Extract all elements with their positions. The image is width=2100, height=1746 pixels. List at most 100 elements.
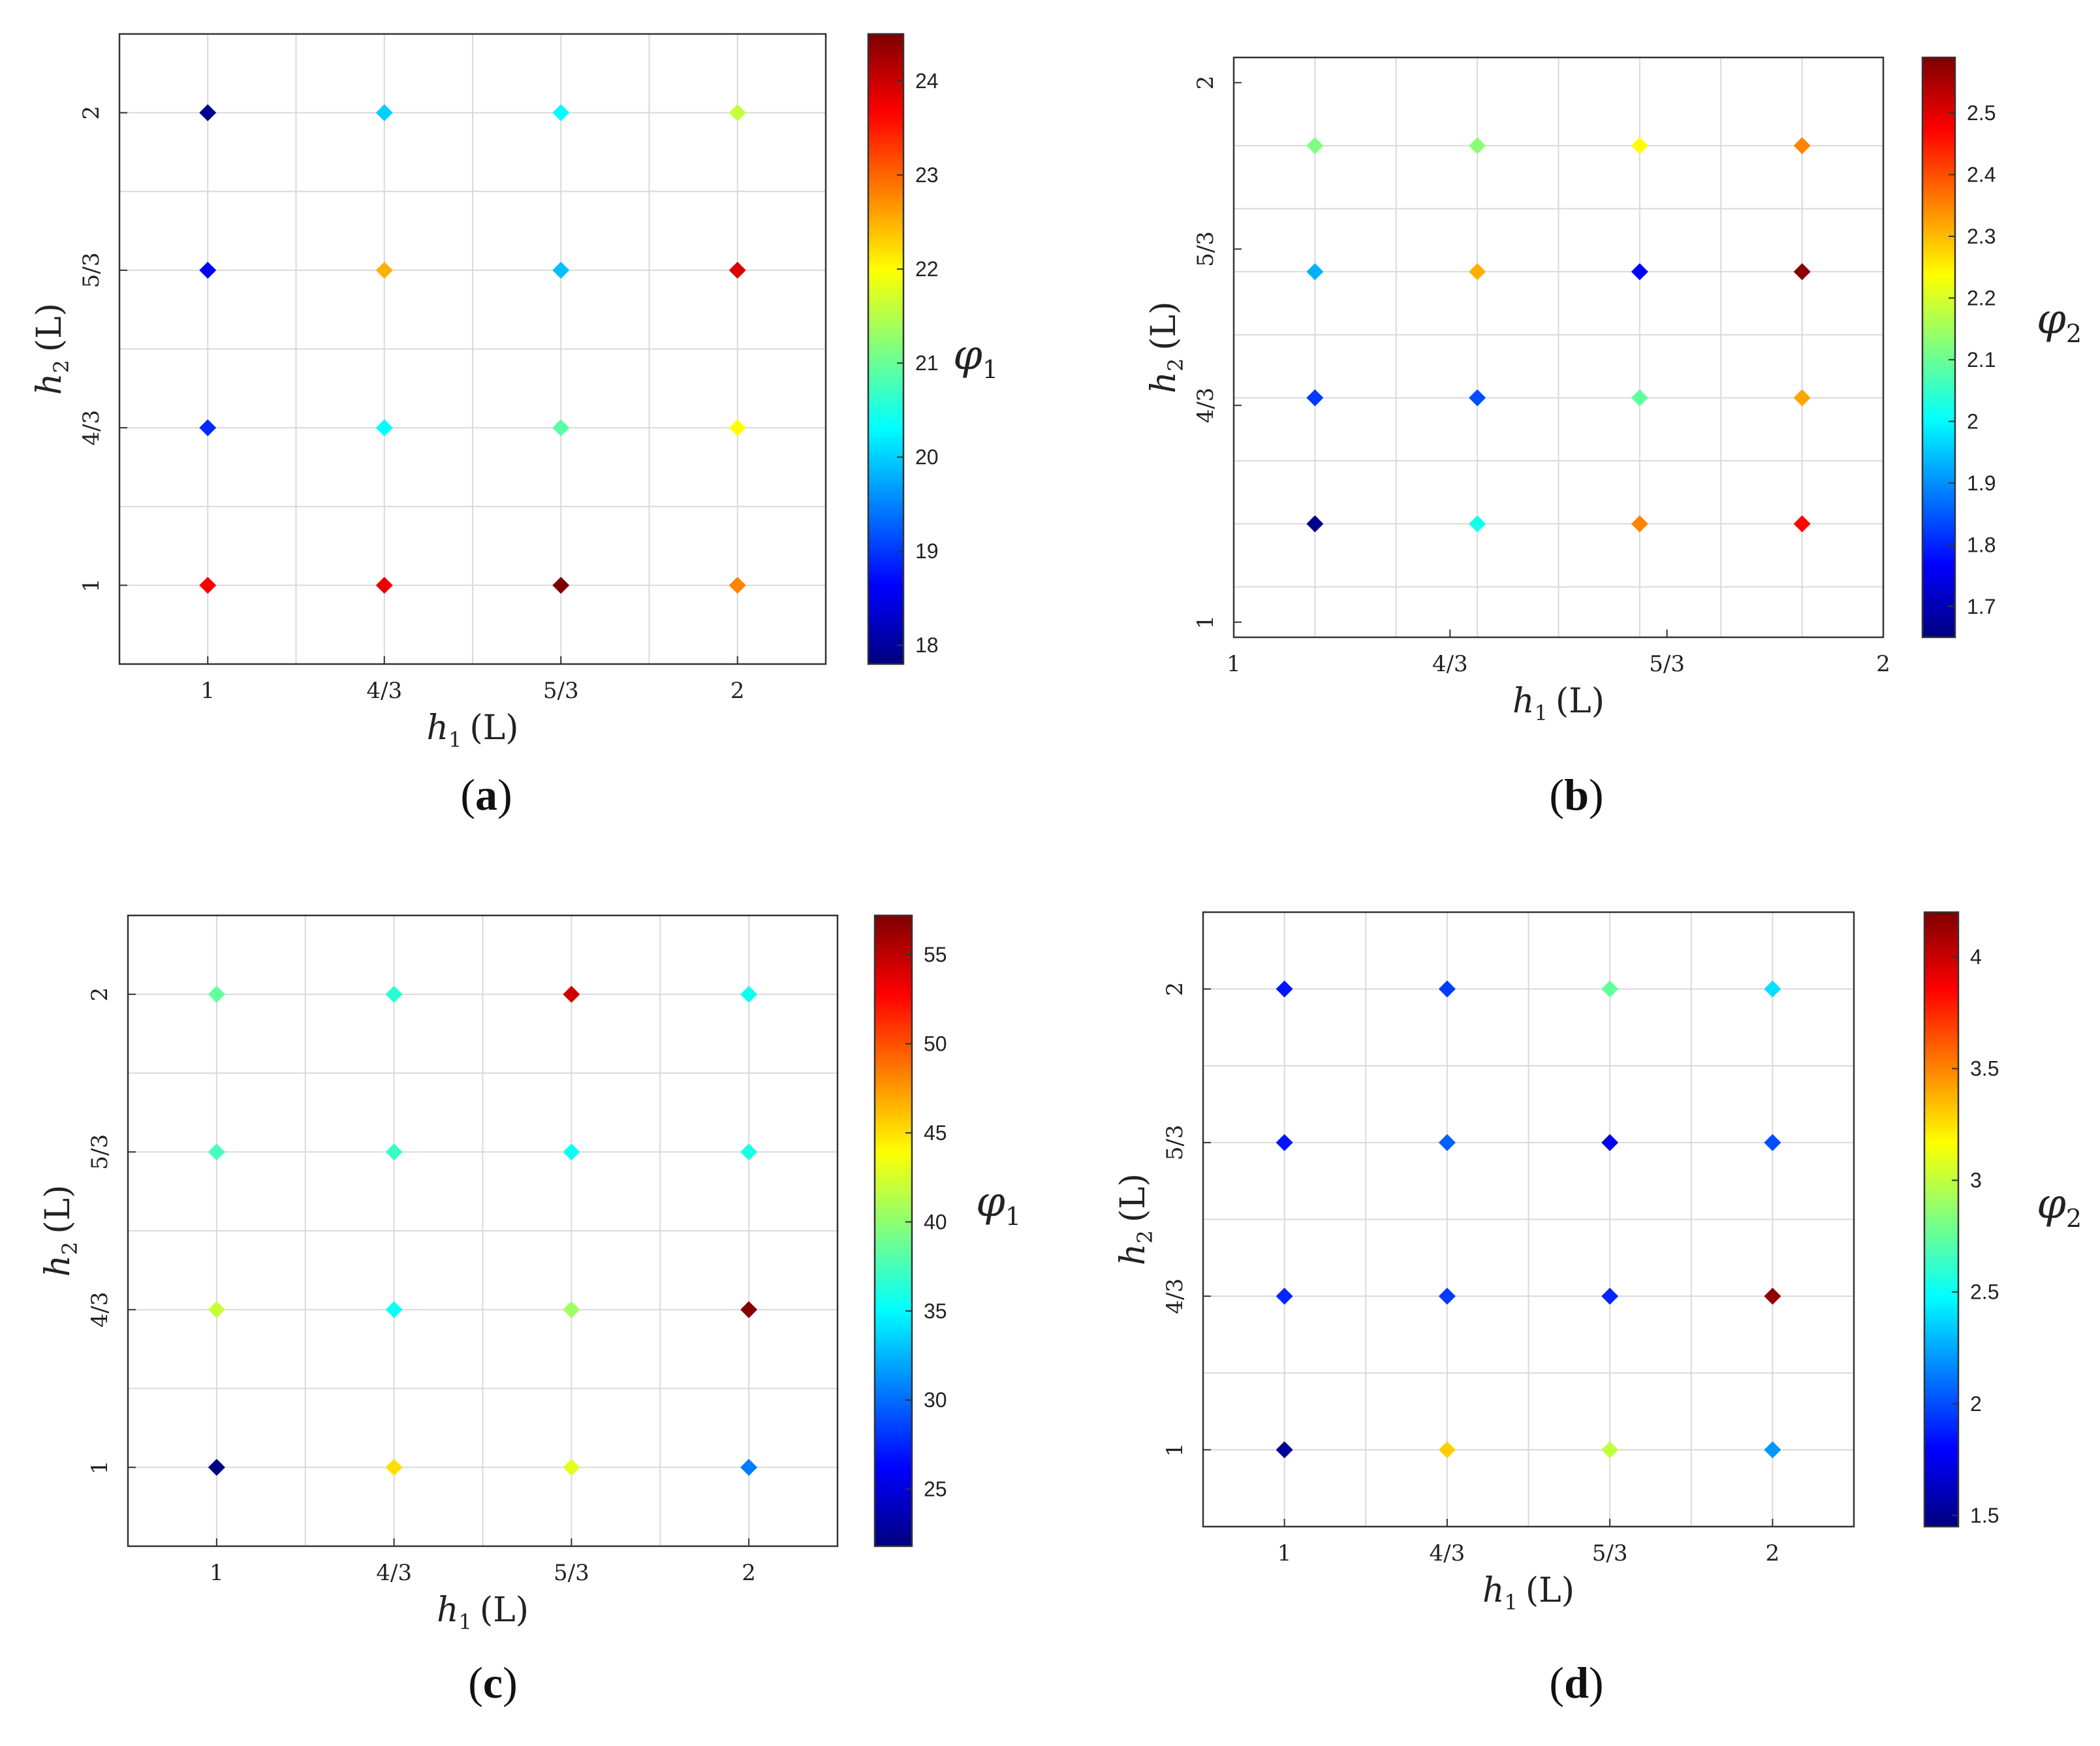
y-tick-label: 5/3: [87, 1134, 113, 1170]
data-point: [552, 104, 570, 121]
colorbar-tick-label: 1.9: [1967, 471, 1996, 495]
data-point: [385, 1143, 403, 1161]
colorbar-tick-label: 35: [924, 1299, 947, 1323]
axes-frame: [127, 914, 839, 1548]
data-point: [740, 1301, 758, 1318]
y-tick-label: 4/3: [87, 1292, 113, 1327]
data-point: [1631, 137, 1648, 155]
data-point: [1601, 1134, 1619, 1151]
x-tick-label: 2: [742, 1560, 756, 1586]
data-point: [740, 985, 758, 1003]
data-point: [729, 104, 746, 121]
colorbar-tick-label: 2: [1970, 1392, 1982, 1416]
axes-frame: [1232, 56, 1885, 639]
y-tick-label: 4/3: [1193, 387, 1219, 423]
colorbar-tick-label: 3: [1970, 1169, 1982, 1192]
x-tick-label: 5/3: [1592, 1540, 1628, 1566]
x-tick-label: 1: [1227, 651, 1241, 677]
data-point: [1438, 1134, 1456, 1151]
data-point: [199, 261, 217, 279]
data-point: [1764, 1441, 1781, 1459]
data-point: [385, 1301, 403, 1318]
data-point: [1306, 389, 1324, 407]
colorbar-tick-label: 23: [915, 163, 939, 187]
data-point: [375, 419, 393, 437]
colorbar-tick-label: 19: [915, 539, 939, 563]
data-point: [208, 1143, 225, 1161]
data-point: [1276, 1441, 1293, 1459]
colorbar-tick-label: 21: [915, 351, 939, 375]
data-point: [1601, 1441, 1619, 1459]
data-point: [552, 261, 570, 279]
data-point: [729, 419, 746, 437]
panel-d: 1 4/3 5/3 2 1 4/3 5/3 2 h1 (L) h2(L) 1.5 2 2.5 3 3.5 4 φ2…: [1114, 911, 2082, 1707]
colorbar-tick-label: 30: [924, 1388, 947, 1412]
y-tick-label: 5/3: [1162, 1125, 1188, 1161]
x-tick-label: 1: [1277, 1540, 1292, 1566]
x-tick-label: 2: [1766, 1540, 1780, 1566]
colorbar: [867, 33, 905, 665]
x-tick-label: 4/3: [376, 1560, 412, 1586]
data-point: [1631, 389, 1648, 407]
panel-b: 1 4/3 5/3 2 1 4/3 5/3 2 h1 (L) h2(L) 1.7 1.8 1.9 2 2.1 2…: [1144, 56, 2082, 819]
colorbar-tick-label: 2.1: [1967, 348, 1996, 372]
data-point: [1306, 137, 1324, 155]
x-axis-label: h1 (L): [437, 1591, 529, 1634]
axes-frame: [118, 33, 827, 665]
colorbar-tick-label: 22: [915, 257, 939, 281]
data-point: [385, 1459, 403, 1476]
data-point: [199, 419, 217, 437]
y-tick-label: 5/3: [1193, 231, 1219, 267]
colorbar-tick-label: 1.5: [1970, 1504, 1999, 1527]
data-point: [375, 104, 393, 121]
data-point: [1764, 980, 1781, 998]
colorbar-tick-label: 2.5: [1967, 101, 1996, 125]
colorbar-tick-label: 4: [1970, 945, 1982, 968]
x-axis-label: h1 (L): [427, 708, 519, 752]
data-point: [740, 1459, 758, 1476]
data-point: [552, 577, 570, 594]
x-tick-label: 4/3: [1432, 651, 1468, 677]
colorbar-tick-label: 18: [915, 633, 939, 657]
data-point: [1793, 515, 1811, 533]
x-tick-label: 2: [1876, 651, 1890, 677]
data-point: [1631, 263, 1648, 281]
x-tick-label: 2: [730, 678, 745, 704]
data-point: [1793, 389, 1811, 407]
data-point: [199, 577, 217, 594]
y-tick-label: 2: [1193, 76, 1219, 90]
data-point: [375, 261, 393, 279]
y-tick-label: 2: [1162, 982, 1188, 996]
data-point: [375, 577, 393, 594]
data-point: [208, 1459, 225, 1476]
x-tick-label: 5/3: [543, 678, 579, 704]
y-axis-label: h2(L): [1144, 302, 1188, 394]
data-point: [1793, 263, 1811, 281]
data-point: [729, 577, 746, 594]
x-axis-label: h1 (L): [1482, 1571, 1575, 1615]
colorbar-tick-label: 2.2: [1967, 286, 1996, 310]
colorbar-tick-label: 24: [915, 69, 939, 93]
data-point: [740, 1143, 758, 1161]
data-point: [385, 985, 403, 1003]
data-point: [563, 1143, 580, 1161]
data-point: [1438, 980, 1456, 998]
colorbar-tick-label: 1.8: [1967, 533, 1996, 556]
x-tick-label: 1: [210, 1560, 224, 1586]
data-point: [1601, 980, 1619, 998]
colorbar-tick-label: 25: [924, 1478, 947, 1501]
data-point: [1306, 515, 1324, 533]
y-tick-label: 1: [1162, 1443, 1188, 1457]
colorbar-tick-label: 50: [924, 1032, 947, 1055]
data-point: [1469, 515, 1486, 533]
data-point: [1764, 1288, 1781, 1305]
data-point: [1793, 137, 1811, 155]
x-tick-label: 5/3: [554, 1560, 589, 1586]
colorbar-tick-label: 3.5: [1970, 1057, 1999, 1081]
data-point: [1601, 1288, 1619, 1305]
colorbar-label: φ2: [2037, 1180, 2082, 1233]
colorbar-tick-label: 1.7: [1967, 595, 1996, 618]
data-point: [563, 1301, 580, 1318]
